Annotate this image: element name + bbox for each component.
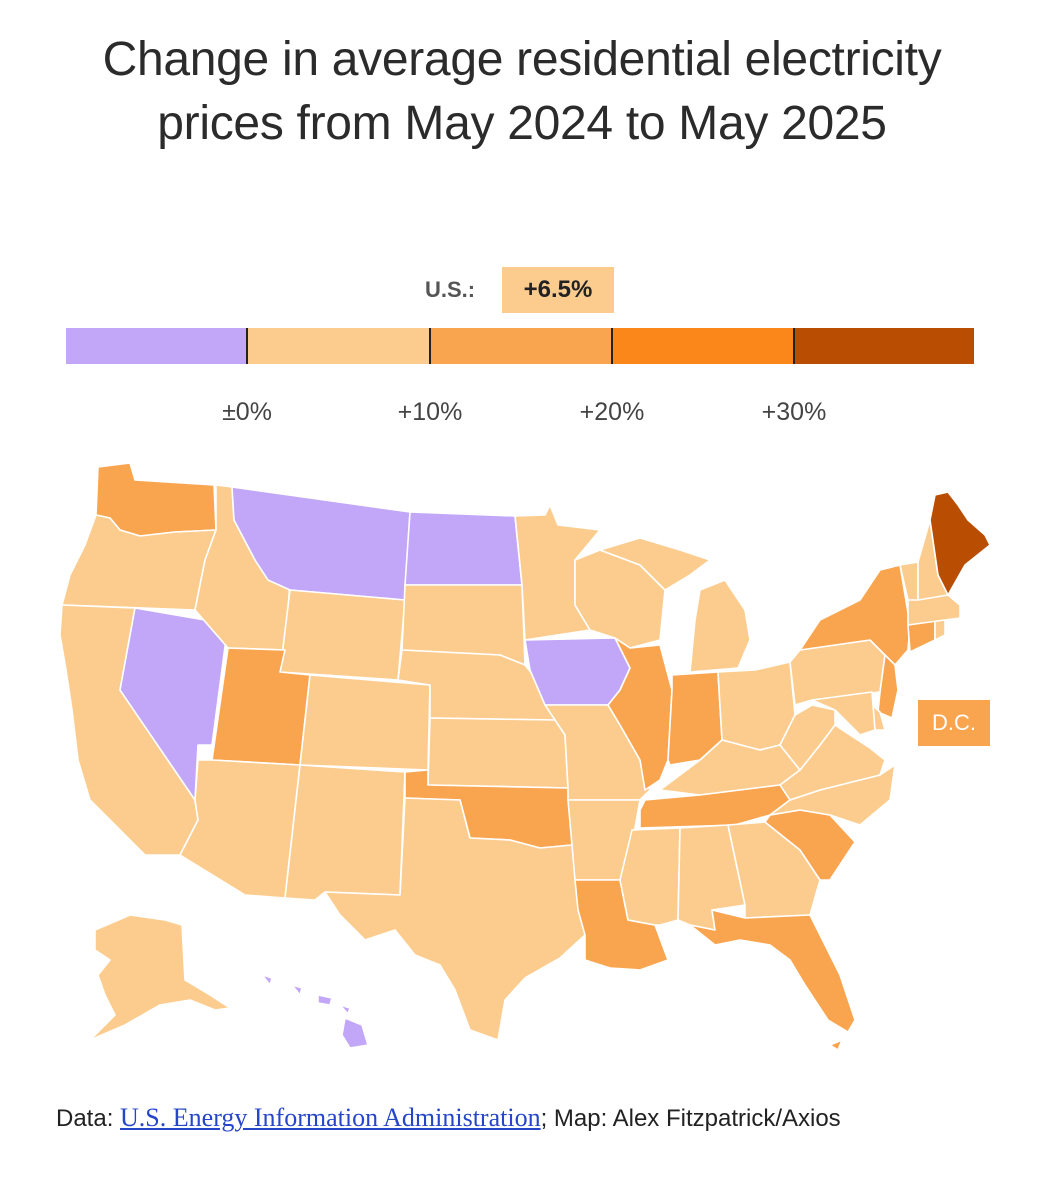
state-mississippi[interactable] [619, 827, 681, 926]
legend-bin-0-10 [246, 328, 429, 364]
state-florida-keys [829, 1039, 843, 1051]
legend-bin-10-20 [429, 328, 611, 364]
chart-title: Change in average residential electricit… [102, 33, 942, 150]
us-average-row: U.S.: +6.5% [0, 265, 1044, 315]
state-colorado[interactable] [299, 674, 431, 771]
state-north-dakota[interactable] [404, 511, 523, 586]
eia-source-link[interactable]: U.S. Energy Information Administration [120, 1103, 541, 1132]
state-illinois[interactable] [607, 637, 673, 791]
state-new-jersey[interactable] [877, 654, 899, 719]
state-rhode-island[interactable] [934, 619, 946, 641]
legend-bin-negative [66, 328, 246, 364]
state-florida[interactable] [689, 909, 856, 1033]
color-legend [66, 328, 974, 364]
state-kansas[interactable] [427, 717, 569, 789]
state-iowa[interactable] [524, 637, 631, 706]
legend-tick-0: ±0% [222, 398, 272, 426]
legend-tick-10: +10% [397, 398, 463, 426]
us-map-svg [59, 462, 991, 1051]
state-alaska[interactable] [89, 914, 231, 1041]
us-map [0, 450, 1044, 1070]
dc-badge: D.C. [918, 700, 990, 746]
state-west-virginia[interactable] [779, 704, 836, 771]
legend-bin-over-30 [793, 328, 974, 364]
state-wyoming[interactable] [279, 589, 406, 681]
state-arizona[interactable] [179, 759, 301, 899]
legend-bin-20-30 [611, 328, 793, 364]
us-average-label: U.S.: [425, 277, 476, 302]
state-hawaii[interactable] [261, 974, 369, 1049]
state-maryland[interactable] [811, 691, 876, 736]
credit-map-text: ; Map: Alex Fitzpatrick/Axios [540, 1105, 841, 1132]
legend-tick-labels: ±0% +10% +20% +30% [0, 398, 1044, 428]
legend-tick-20: +20% [579, 398, 645, 426]
state-maine[interactable] [929, 491, 991, 596]
source-credit: Data: U.S. Energy Information Administra… [56, 1088, 996, 1149]
legend-tick-30: +30% [761, 398, 827, 426]
state-michigan[interactable] [599, 537, 751, 673]
state-texas[interactable] [324, 797, 586, 1041]
us-average-value: +6.5% [502, 267, 614, 313]
credit-data-prefix: Data: [56, 1105, 121, 1132]
state-new-mexico[interactable] [284, 764, 406, 901]
